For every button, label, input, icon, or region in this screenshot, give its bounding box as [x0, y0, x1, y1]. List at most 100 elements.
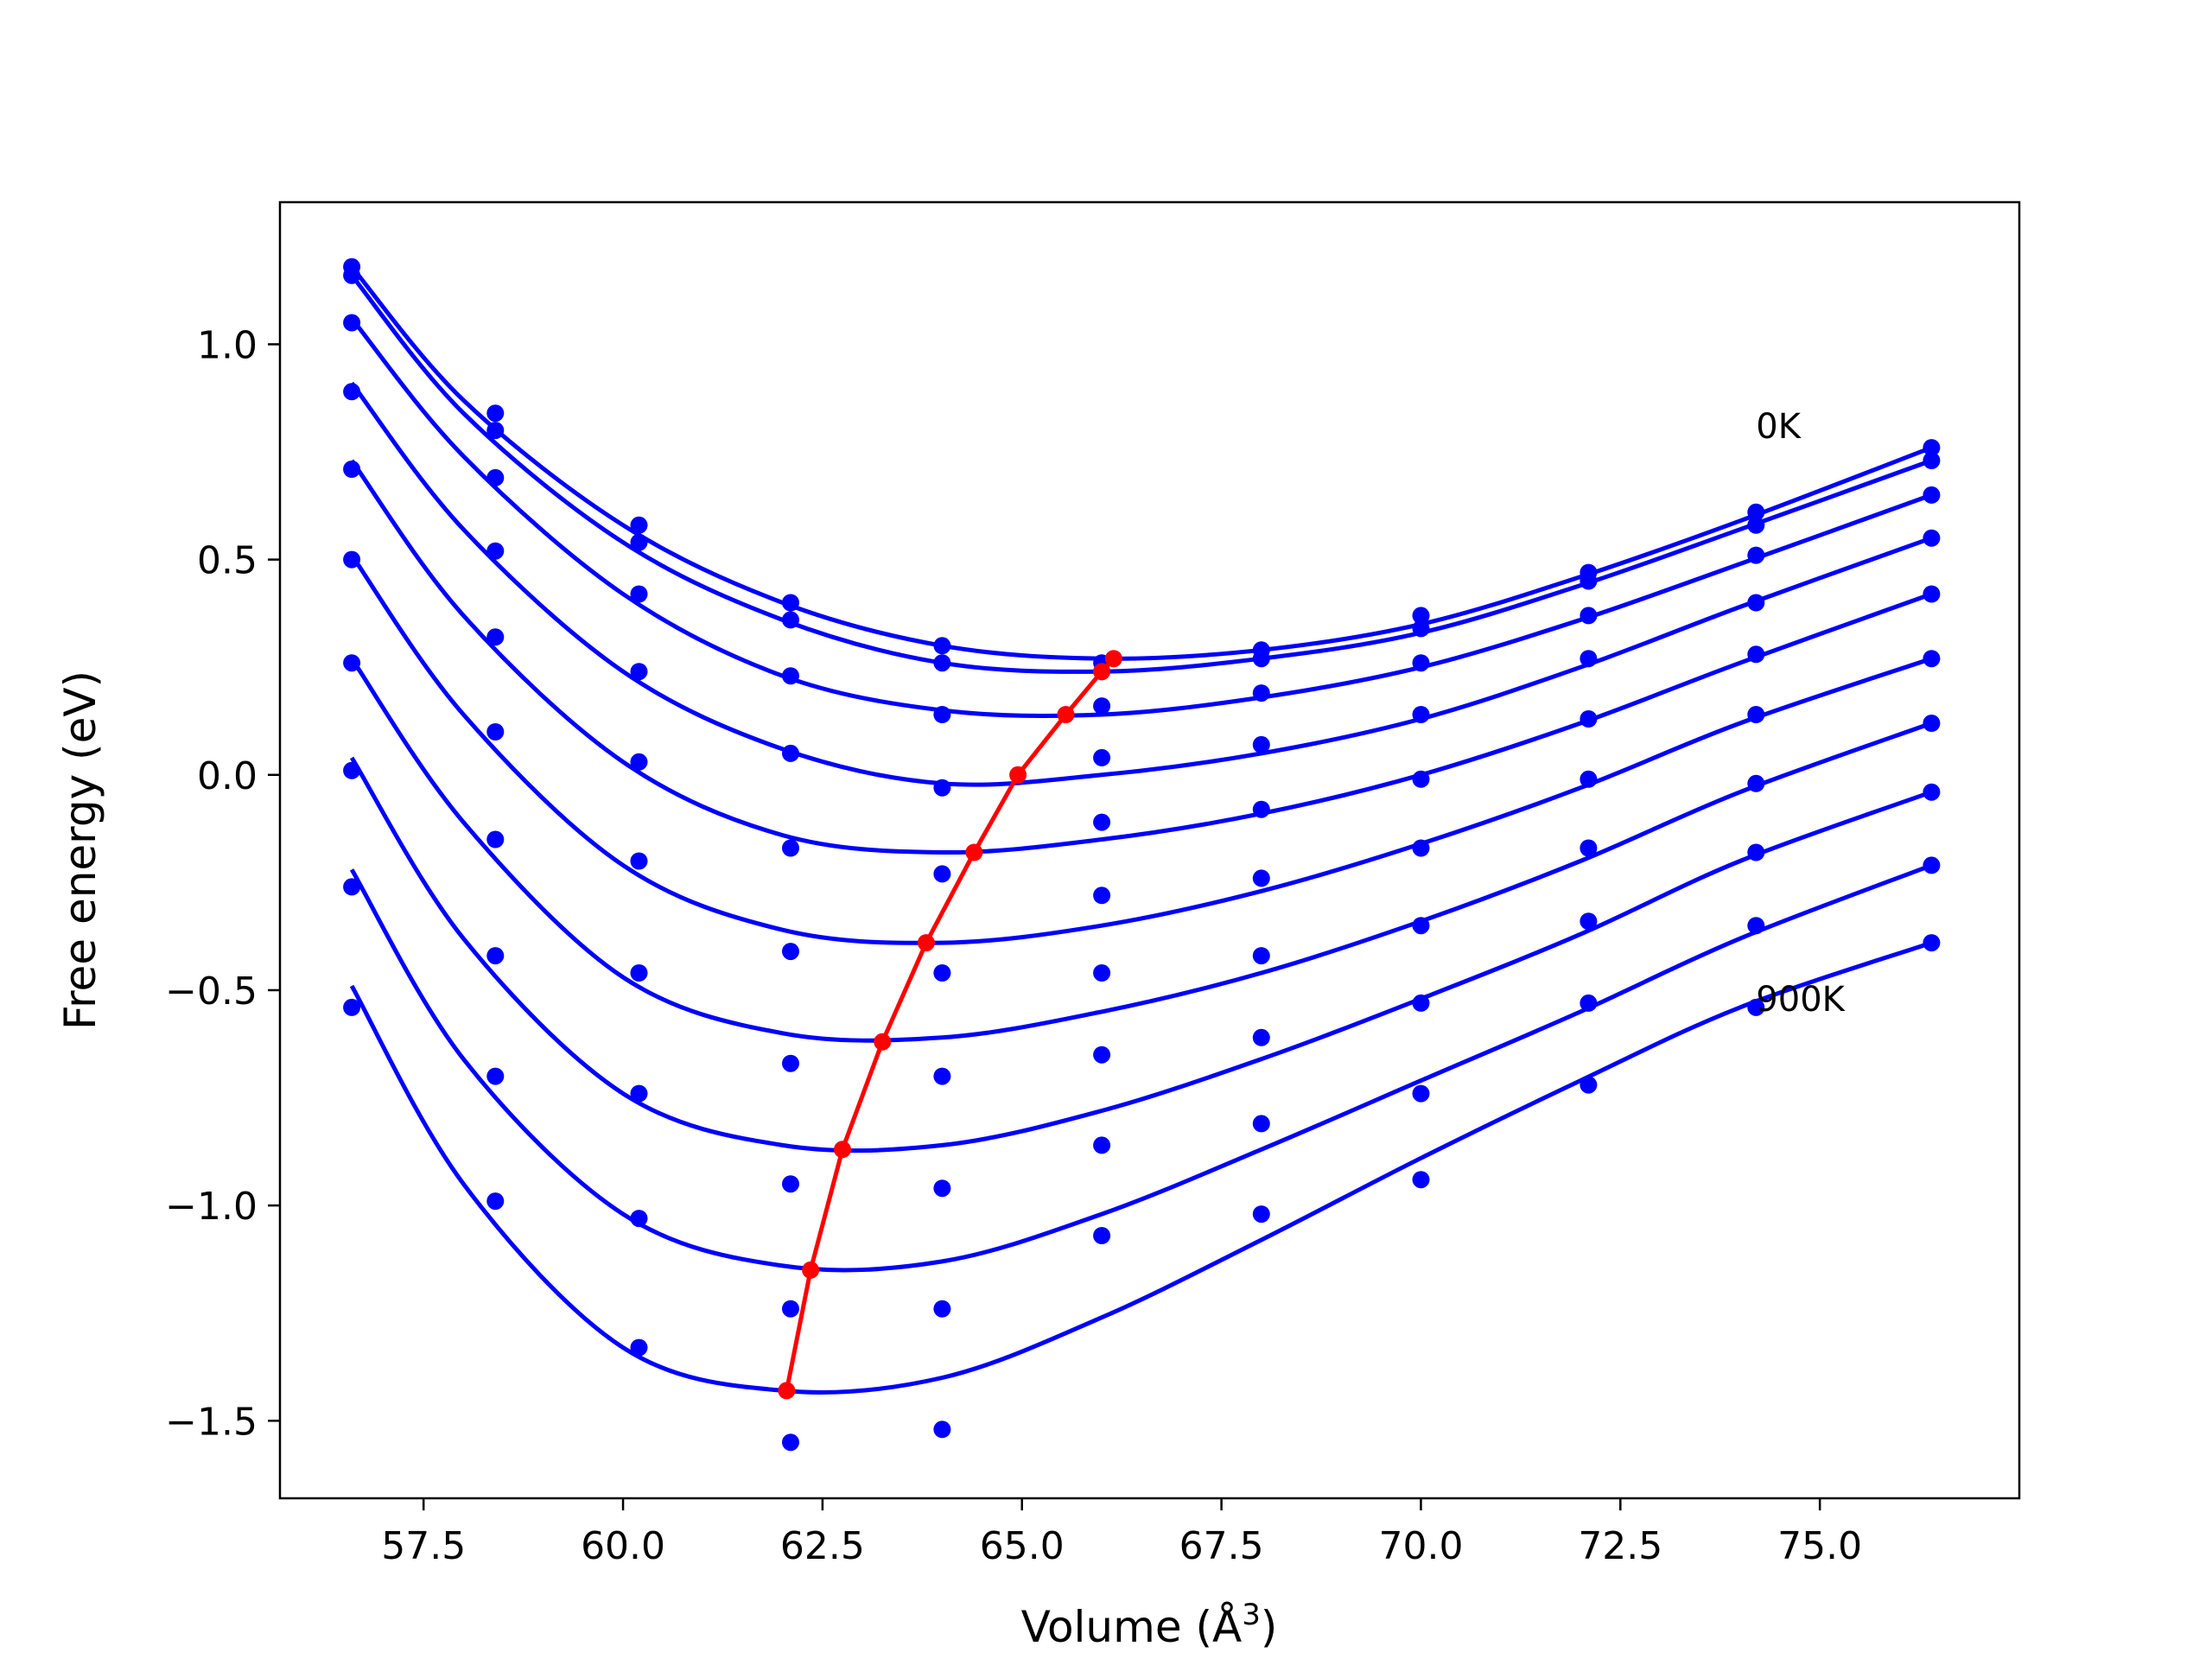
y-tick-label-2: 0.0 — [197, 754, 257, 798]
data-point-s2-1 — [486, 468, 505, 486]
data-point-s3-6 — [1252, 735, 1270, 753]
x-axis-ticks: 57.5 60.0 62.5 65.0 67.5 70.0 72.5 75.0 — [381, 1498, 1862, 1568]
minimum-point-6 — [1009, 766, 1027, 784]
data-point-s8-6 — [1252, 1115, 1270, 1133]
data-point-s2-7 — [1412, 654, 1430, 672]
minimum-point-7 — [1057, 706, 1075, 723]
x-axis-label-text: Volume (Å — [1021, 1602, 1243, 1652]
y-tick-label-4: −1.0 — [165, 1185, 257, 1229]
data-point-s0-7 — [1412, 607, 1430, 625]
data-point-s4-5 — [1093, 813, 1111, 831]
data-point-s8-4 — [933, 1300, 951, 1318]
data-point-s7-4 — [933, 1179, 951, 1198]
data-point-s7-2 — [630, 1084, 648, 1103]
data-point-s7-9 — [1747, 843, 1765, 861]
data-point-s4-1 — [486, 628, 505, 646]
data-point-s4-10 — [1923, 585, 1941, 603]
minimum-point-0 — [778, 1382, 796, 1400]
data-point-s3-1 — [486, 542, 505, 560]
data-point-s5-10 — [1923, 650, 1941, 668]
data-point-s4-9 — [1747, 645, 1765, 664]
data-point-s3-10 — [1923, 529, 1941, 547]
data-point-s6-6 — [1252, 947, 1270, 965]
minimum-line — [778, 650, 1122, 1400]
data-point-s9-6 — [1252, 1205, 1270, 1224]
data-point-s6-0 — [343, 654, 361, 672]
data-point-s1-2 — [630, 533, 648, 551]
data-point-s7-0 — [343, 761, 361, 779]
minimum-point-5 — [965, 843, 983, 861]
data-point-s2-8 — [1580, 607, 1598, 625]
data-point-s3-3 — [782, 744, 799, 762]
x-tick-label-4: 67.5 — [1179, 1524, 1264, 1568]
data-point-s2-2 — [630, 585, 648, 603]
data-point-s1-4 — [933, 654, 951, 672]
data-point-s7-10 — [1923, 783, 1941, 801]
minimum-point-3 — [874, 1033, 892, 1051]
data-point-s2-6 — [1252, 684, 1270, 702]
data-point-s4-2 — [630, 753, 648, 771]
y-tick-label-3: −0.5 — [165, 969, 257, 1014]
data-point-s7-1 — [486, 947, 505, 965]
annotation-0k: 0K — [1756, 407, 1802, 447]
data-point-s8-0 — [343, 878, 361, 896]
x-tick-label-0: 57.5 — [381, 1524, 466, 1568]
plot-area — [280, 202, 2019, 1498]
data-point-s0-1 — [486, 404, 505, 423]
data-point-s7-8 — [1580, 912, 1598, 931]
data-point-s5-3 — [782, 943, 799, 961]
data-point-s9-8 — [1580, 1076, 1598, 1094]
data-point-s8-1 — [486, 1067, 505, 1085]
data-point-s1-10 — [1923, 452, 1941, 469]
x-axis-label: Volume (Å3) — [1021, 1598, 1278, 1652]
data-point-s4-8 — [1580, 710, 1598, 728]
data-point-s8-3 — [782, 1300, 799, 1318]
data-point-s6-7 — [1412, 917, 1430, 935]
data-point-s5-5 — [1093, 887, 1111, 905]
minimum-point-8 — [1093, 663, 1111, 681]
data-point-s8-8 — [1580, 994, 1598, 1012]
data-point-s5-8 — [1580, 770, 1598, 788]
data-point-s1-0 — [343, 266, 361, 284]
data-point-s7-6 — [1252, 1028, 1270, 1046]
fit-curve-6 — [350, 657, 1933, 1043]
data-point-s4-4 — [933, 865, 951, 883]
annotation-900k: 900K — [1756, 980, 1846, 1020]
y-axis-label: Free energy (eV) — [55, 671, 105, 1030]
data-point-s9-4 — [933, 1421, 951, 1439]
data-point-s2-9 — [1747, 546, 1765, 564]
data-point-s8-5 — [1093, 1136, 1111, 1154]
data-point-s5-6 — [1252, 869, 1270, 887]
data-point-s5-1 — [486, 723, 505, 741]
data-point-s6-4 — [933, 1067, 951, 1085]
data-point-s3-0 — [343, 383, 361, 401]
data-point-s8-2 — [630, 1210, 648, 1228]
minimum-point-9 — [1104, 650, 1122, 668]
data-point-s9-7 — [1412, 1171, 1430, 1189]
fit-curve-5 — [350, 554, 1933, 945]
data-point-s9-3 — [782, 1433, 799, 1452]
x-axis-label-superscript: 3 — [1242, 1598, 1261, 1632]
y-axis-ticks: 1.0 0.5 0.0 −0.5 −1.0 −1.5 — [165, 323, 280, 1444]
data-point-s6-1 — [486, 830, 505, 849]
y-tick-label-1: 0.5 — [197, 539, 257, 583]
data-point-s5-7 — [1412, 839, 1430, 857]
data-point-s4-6 — [1252, 800, 1270, 818]
x-tick-label-5: 70.0 — [1378, 1524, 1463, 1568]
fit-curve-3 — [350, 381, 1933, 787]
fit-curve-9 — [349, 940, 1933, 1395]
data-point-s6-3 — [782, 1054, 799, 1072]
data-point-s2-0 — [343, 314, 361, 332]
x-tick-label-2: 62.5 — [780, 1524, 865, 1568]
x-tick-label-6: 72.5 — [1578, 1524, 1662, 1568]
data-point-s7-7 — [1412, 994, 1430, 1012]
data-point-s0-4 — [933, 637, 951, 655]
data-point-s6-5 — [1093, 964, 1111, 982]
data-point-s3-7 — [1412, 706, 1430, 723]
data-point-s1-3 — [782, 611, 799, 629]
data-point-s9-9 — [1747, 998, 1765, 1016]
data-point-s9-2 — [630, 1338, 648, 1357]
minimum-line-path — [784, 657, 1116, 1391]
data-point-s9-1 — [486, 1192, 505, 1211]
